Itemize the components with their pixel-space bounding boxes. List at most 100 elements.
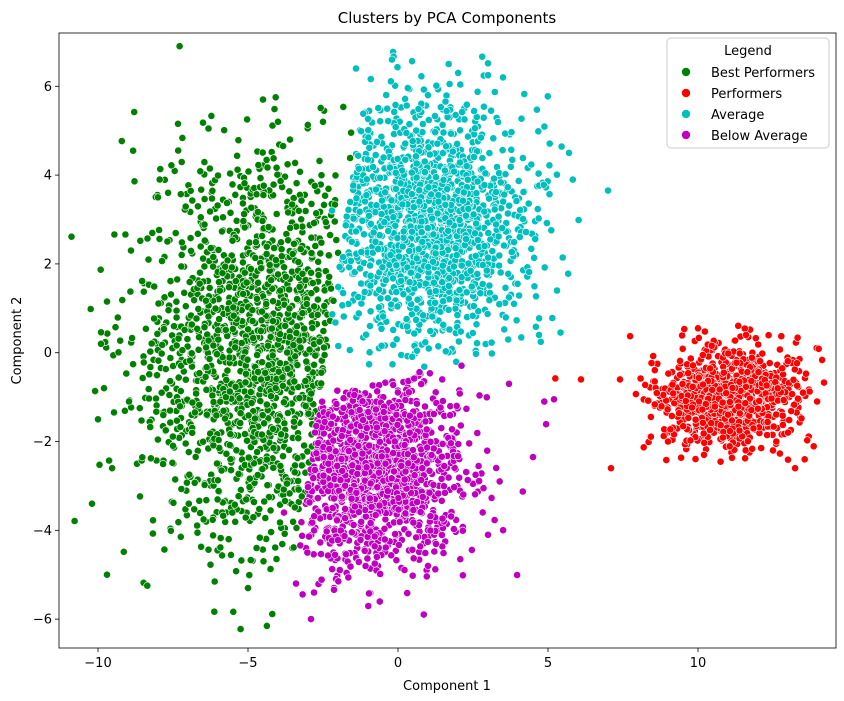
data-point: [294, 206, 303, 215]
data-point: [301, 207, 310, 215]
data-point: [358, 216, 367, 225]
data-point: [444, 473, 453, 482]
data-point: [155, 226, 163, 234]
data-point: [266, 506, 275, 515]
data-point: [317, 575, 326, 584]
data-point: [289, 341, 298, 349]
data-point: [271, 93, 280, 102]
data-point: [227, 263, 236, 272]
data-point: [234, 492, 243, 501]
data-point: [321, 218, 330, 227]
data-point: [177, 250, 186, 259]
data-point: [377, 341, 386, 350]
data-point: [519, 215, 527, 223]
data-point: [215, 278, 223, 286]
data-point: [234, 469, 243, 478]
data-point: [253, 208, 262, 216]
data-point: [376, 173, 385, 182]
data-point: [347, 408, 356, 417]
data-point: [454, 452, 462, 461]
data-point: [470, 153, 478, 161]
data-point: [409, 506, 418, 514]
data-point: [222, 449, 231, 458]
data-point: [346, 435, 355, 444]
data-point: [409, 554, 418, 563]
data-point: [818, 355, 826, 364]
data-point: [172, 341, 181, 350]
data-point: [313, 295, 322, 304]
data-point: [185, 278, 194, 286]
data-point: [439, 128, 448, 137]
data-point: [421, 402, 429, 411]
data-point: [242, 495, 251, 504]
data-point: [194, 304, 203, 313]
data-point: [547, 226, 556, 235]
data-point: [548, 314, 557, 322]
data-point: [438, 149, 447, 158]
data-point: [376, 570, 385, 578]
data-point: [141, 324, 150, 333]
data-point: [446, 411, 455, 420]
data-point: [379, 312, 387, 321]
data-point: [456, 555, 465, 564]
data-point: [208, 186, 217, 195]
data-point: [206, 207, 214, 216]
data-point: [480, 242, 489, 250]
data-point: [365, 441, 374, 450]
data-point: [431, 298, 439, 307]
data-point: [165, 391, 174, 399]
data-point: [191, 452, 200, 461]
data-point: [425, 150, 434, 159]
data-point: [375, 437, 384, 446]
data-point: [317, 171, 326, 180]
data-point: [207, 112, 216, 120]
data-point: [434, 489, 443, 498]
data-point: [416, 508, 425, 516]
data-point: [402, 101, 411, 110]
data-point: [460, 115, 469, 124]
data-point: [456, 327, 465, 336]
data-point: [181, 375, 190, 384]
data-point: [378, 263, 387, 272]
data-point: [155, 175, 164, 184]
data-point: [166, 354, 175, 362]
data-point: [320, 417, 329, 426]
data-point: [356, 264, 364, 273]
data-point: [334, 282, 343, 291]
data-point: [172, 306, 181, 315]
data-point: [365, 211, 373, 220]
data-point: [281, 272, 290, 281]
data-point: [459, 490, 468, 499]
data-point: [359, 109, 368, 118]
data-point: [160, 293, 169, 302]
data-point: [389, 380, 398, 389]
data-point: [399, 227, 408, 236]
data-point: [439, 297, 447, 306]
data-point: [442, 107, 451, 115]
data-point: [452, 251, 461, 259]
data-point: [427, 190, 436, 199]
data-point: [361, 562, 370, 570]
data-point: [229, 303, 238, 312]
data-point: [113, 313, 122, 322]
data-point: [326, 231, 334, 239]
data-point: [235, 394, 244, 403]
data-point: [415, 368, 424, 377]
data-point: [568, 175, 577, 184]
data-point: [490, 205, 499, 214]
data-point: [352, 227, 360, 236]
data-point: [439, 320, 448, 329]
data-point: [408, 137, 417, 145]
data-point: [421, 338, 430, 347]
data-point: [421, 549, 430, 557]
data-point: [297, 461, 306, 470]
data-point: [280, 419, 289, 428]
data-point: [193, 521, 201, 530]
data-point: [473, 269, 482, 278]
data-point: [434, 191, 443, 199]
data-point: [274, 270, 282, 279]
data-point: [187, 246, 195, 255]
data-point: [283, 348, 292, 357]
data-point: [290, 503, 299, 512]
data-point: [357, 279, 365, 288]
